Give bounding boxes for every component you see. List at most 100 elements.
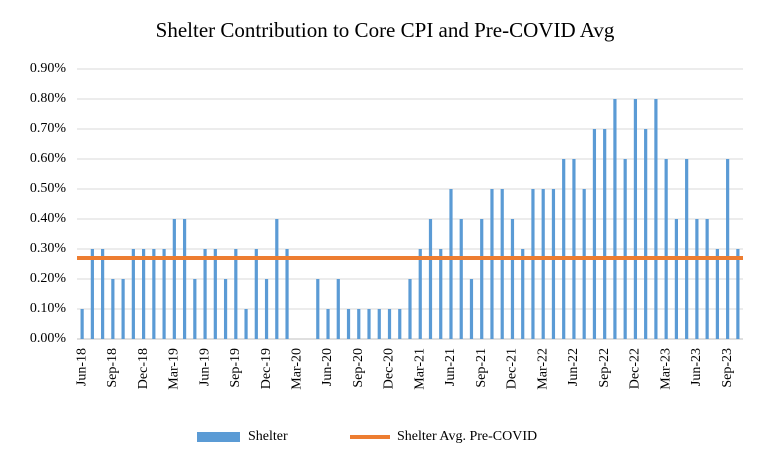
x-tick-label: Jun-23 — [689, 348, 704, 386]
bar — [111, 279, 115, 339]
bar — [633, 99, 638, 339]
legend-label: Shelter — [248, 429, 288, 444]
bar — [705, 219, 709, 339]
bar — [603, 129, 607, 339]
bar — [193, 279, 197, 339]
bar — [459, 219, 463, 339]
bar — [500, 189, 504, 339]
bar — [428, 219, 433, 339]
y-tick-label: 0.60% — [30, 151, 67, 166]
x-tick-label: Jun-22 — [566, 348, 581, 386]
bar — [490, 189, 494, 339]
bar — [121, 279, 125, 339]
bar — [244, 309, 248, 339]
bar — [264, 279, 269, 339]
x-tick-label: Dec-21 — [505, 348, 520, 389]
bar — [254, 249, 258, 339]
bar — [715, 249, 719, 339]
bar — [551, 189, 556, 339]
x-tick-label: Jun-20 — [320, 348, 335, 386]
y-tick-label: 0.90% — [30, 61, 67, 76]
x-tick-label: Jun-21 — [443, 348, 458, 386]
bar — [408, 279, 412, 339]
bar — [142, 249, 146, 339]
x-tick-label: Mar-20 — [290, 348, 305, 390]
x-tick-label: Sep-22 — [597, 348, 612, 388]
bar — [726, 159, 730, 339]
bar — [336, 279, 340, 339]
legend-label: Shelter Avg. Pre-COVID — [397, 429, 537, 444]
x-tick-label: Mar-22 — [535, 348, 550, 390]
legend-swatch — [197, 432, 240, 442]
bar — [346, 309, 351, 339]
x-tick-label: Mar-23 — [658, 348, 673, 390]
bar — [101, 249, 105, 339]
bar — [592, 129, 597, 339]
bar — [398, 309, 402, 339]
bar — [531, 189, 535, 339]
bar — [480, 219, 484, 339]
bar — [182, 219, 187, 339]
bar — [736, 249, 740, 339]
bar — [654, 99, 658, 339]
bar — [80, 309, 84, 339]
bar — [223, 279, 228, 339]
bar — [449, 189, 453, 339]
y-tick-label: 0.70% — [30, 121, 67, 136]
bar — [131, 249, 135, 339]
x-tick-label: Sep-18 — [105, 348, 120, 388]
y-tick-label: 0.40% — [30, 211, 67, 226]
bar — [213, 249, 217, 339]
x-tick-label: Sep-20 — [351, 348, 366, 388]
bar — [695, 219, 699, 339]
bar — [316, 279, 320, 339]
y-tick-label: 0.80% — [30, 91, 67, 106]
x-tick-label: Dec-18 — [136, 348, 151, 389]
y-tick-label: 0.10% — [30, 301, 67, 316]
bar — [469, 279, 474, 339]
bar — [521, 249, 525, 339]
x-tick-label: Dec-22 — [628, 348, 643, 389]
x-tick-label: Dec-19 — [259, 348, 274, 389]
bar — [275, 219, 279, 339]
bar — [172, 219, 176, 339]
x-tick-label: Sep-21 — [474, 348, 489, 388]
x-tick-label: Sep-19 — [228, 348, 243, 388]
bar — [234, 249, 238, 339]
chart-title: Shelter Contribution to Core CPI and Pre… — [156, 18, 615, 42]
y-tick-label: 0.20% — [30, 271, 67, 286]
bar — [562, 159, 566, 339]
bar — [613, 99, 617, 339]
bar — [664, 159, 668, 339]
bar — [674, 219, 678, 339]
bar — [418, 249, 422, 339]
bar — [162, 249, 166, 339]
x-tick-label: Sep-23 — [720, 348, 735, 388]
bar — [582, 189, 586, 339]
x-tick-label: Jun-18 — [74, 348, 89, 386]
bar — [285, 249, 289, 339]
bar — [326, 309, 330, 339]
bar — [377, 309, 381, 339]
bar — [203, 249, 207, 339]
bar — [439, 249, 443, 339]
x-tick-label: Dec-20 — [382, 348, 397, 389]
bar — [572, 159, 576, 339]
x-tick-label: Mar-21 — [412, 348, 427, 390]
bar — [623, 159, 627, 339]
bar — [387, 309, 392, 339]
bar — [367, 309, 371, 339]
y-tick-label: 0.50% — [30, 181, 67, 196]
bar — [152, 249, 156, 339]
bar — [357, 309, 361, 339]
x-tick-label: Mar-19 — [167, 348, 182, 390]
bar — [510, 219, 515, 339]
x-tick-label: Jun-19 — [197, 348, 212, 386]
bar — [541, 189, 545, 339]
y-tick-label: 0.30% — [30, 241, 67, 256]
bar — [90, 249, 94, 339]
y-tick-label: 0.00% — [30, 331, 67, 346]
bar — [644, 129, 648, 339]
bar — [685, 159, 689, 339]
